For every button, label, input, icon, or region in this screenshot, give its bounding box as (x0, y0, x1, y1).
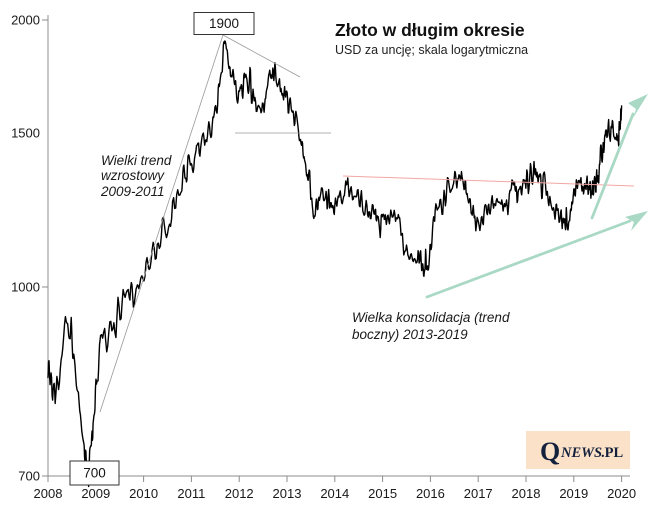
svg-text:2015: 2015 (368, 486, 397, 501)
svg-text:2018: 2018 (512, 486, 541, 501)
svg-text:Q: Q (540, 437, 560, 466)
svg-text:2013: 2013 (273, 486, 302, 501)
svg-text:wzrostowy: wzrostowy (101, 168, 165, 183)
svg-text:boczny) 2013-2019: boczny) 2013-2019 (352, 327, 468, 342)
svg-text:2010: 2010 (129, 486, 158, 501)
svg-text:Wielki trend: Wielki trend (101, 153, 172, 168)
svg-text:2019: 2019 (559, 486, 588, 501)
svg-text:2009: 2009 (81, 486, 110, 501)
svg-text:2017: 2017 (464, 486, 493, 501)
svg-text:2008: 2008 (34, 486, 63, 501)
svg-text:NEWS: NEWS (560, 445, 602, 461)
svg-text:2009-2011: 2009-2011 (100, 184, 165, 199)
svg-text:2011: 2011 (177, 486, 205, 501)
svg-text:1000: 1000 (11, 280, 40, 295)
svg-text:1900: 1900 (209, 16, 239, 31)
svg-text:1500: 1500 (11, 126, 40, 141)
svg-text:700: 700 (83, 466, 106, 481)
svg-text:.PL: .PL (601, 445, 623, 461)
svg-text:2000: 2000 (11, 13, 40, 28)
svg-text:Złoto w długim okresie: Złoto w długim okresie (335, 20, 525, 40)
svg-text:700: 700 (18, 469, 40, 484)
svg-text:2012: 2012 (225, 486, 254, 501)
svg-text:USD za uncję; skala logarytmic: USD za uncję; skala logarytmiczna (335, 43, 528, 57)
svg-text:2016: 2016 (416, 486, 445, 501)
svg-text:2014: 2014 (320, 486, 349, 501)
svg-text:2020: 2020 (607, 486, 636, 501)
svg-text:Wielka konsolidacja (trend: Wielka konsolidacja (trend (352, 310, 510, 325)
